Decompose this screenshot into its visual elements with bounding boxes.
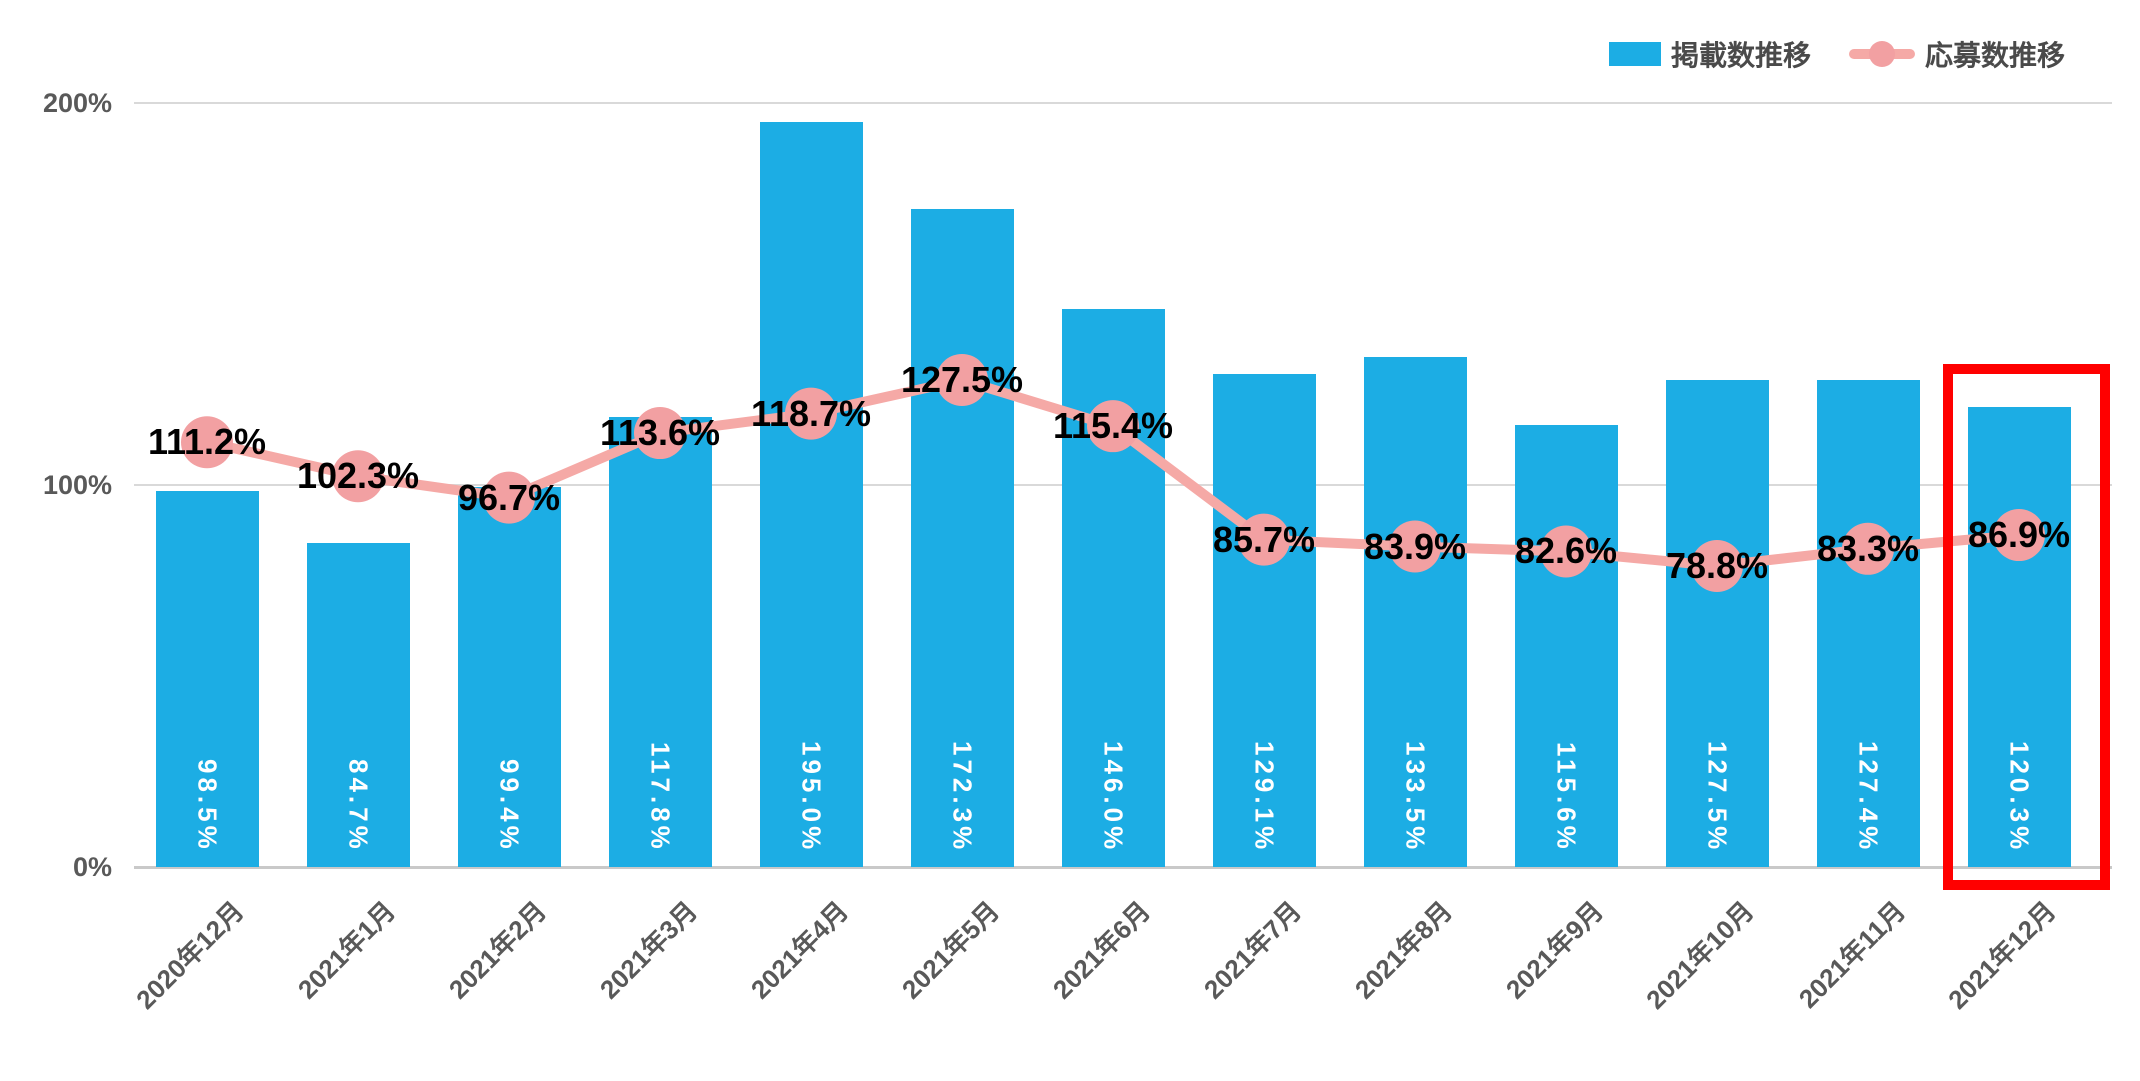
bar: 99.4% [457,487,561,867]
line-series-swatch-icon [1848,40,1915,68]
bar: 172.3% [910,208,1014,867]
legend-item-line-series: 応募数推移 [1848,34,2065,74]
line-value-label: 118.7% [750,392,872,434]
gridline [134,102,2112,104]
line-value-label: 86.9% [1967,514,2071,556]
bar-value-label: 127.5% [1702,740,1733,853]
bar-value-label: 99.4% [494,759,525,853]
bar-value-label: 120.3% [2004,740,2035,853]
bar-value-label: 129.1% [1249,740,1280,853]
line-swatch-marker [1868,41,1895,67]
line-marker [483,471,535,524]
bar-value-label: 115.6% [1551,742,1582,853]
bar-value-label: 127.4% [1853,740,1884,853]
bar: 129.1% [1212,373,1316,867]
line-value-label: 82.6% [1514,530,1618,572]
bar: 115.6% [1514,425,1618,867]
line-value-label: 83.3% [1816,527,1920,569]
line-marker [332,450,384,503]
y-axis-tick-label: 0% [72,852,112,882]
line-marker [1540,525,1592,578]
bar: 127.4% [1816,380,1920,867]
line-marker [634,407,686,460]
line-value-label: 78.8% [1665,544,1769,586]
bar-value-label: 84.7% [343,759,374,853]
line-marker [1691,539,1743,592]
y-axis-tick-label: 100% [42,470,112,500]
bar-value-label: 117.8% [645,742,676,853]
line-value-label: 127.5% [900,358,1024,400]
line-marker [181,416,233,469]
line-value-label: 83.9% [1363,525,1467,567]
bar: 98.5% [155,490,259,867]
line-marker [936,353,988,406]
line-marker [1842,522,1894,575]
legend-item-bar-series: 掲載数推移 [1608,34,1811,74]
x-axis-line [134,866,2112,869]
line-marker [785,387,837,440]
line-value-label: 115.4% [1052,405,1174,447]
bar-series-swatch-icon [1608,42,1661,66]
bar-value-label: 172.3% [947,740,978,853]
bar: 117.8% [608,417,712,867]
line-marker [1993,509,2045,562]
line-value-label: 96.7% [457,476,561,518]
line-series-label: 応募数推移 [1924,40,2065,71]
bar-series-label: 掲載数推移 [1670,40,1811,71]
line-value-label: 102.3% [296,455,420,497]
y-axis-tick-label: 200% [42,88,112,118]
bar-value-label: 98.5% [192,759,223,853]
bar-value-label: 133.5% [1400,740,1431,853]
line-value-label: 111.2% [147,421,267,463]
bar: 127.5% [1665,379,1769,867]
legend: 掲載数推移 応募数推移 [1608,34,2065,74]
line-marker [1238,513,1290,566]
line-marker [1087,400,1139,453]
bar: 120.3% [1967,407,2071,867]
highlight-box [1943,364,2110,890]
line-value-label: 85.7% [1212,518,1316,560]
line-value-label: 113.6% [599,412,721,454]
bar-value-label: 195.0% [796,740,827,853]
line-marker [1389,520,1441,573]
bar: 195.0% [759,122,863,867]
bar: 133.5% [1363,357,1467,867]
bar-value-label: 146.0% [1098,740,1129,853]
bar: 84.7% [306,543,410,867]
